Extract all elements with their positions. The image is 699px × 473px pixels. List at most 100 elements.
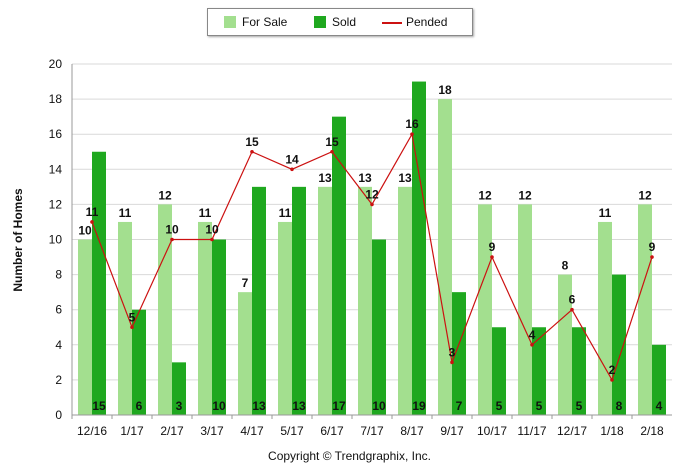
x-tick-label: 3/17 [200, 424, 224, 438]
bar-for-sale [118, 221, 132, 415]
bar-sold [332, 116, 346, 416]
bar-sold [572, 327, 586, 415]
y-tick-label: 18 [49, 92, 63, 106]
data-label-pended: 3 [449, 345, 456, 359]
data-label-for-sale: 12 [638, 188, 652, 202]
x-tick-label: 2/17 [160, 424, 184, 438]
bar-for-sale [558, 274, 572, 415]
x-tick-label: 8/17 [400, 424, 424, 438]
y-tick-label: 8 [55, 268, 62, 282]
legend-swatch-for-sale [224, 16, 236, 28]
data-label-for-sale: 13 [318, 171, 332, 185]
data-label-for-sale: 12 [158, 188, 172, 202]
data-label-pended: 4 [529, 328, 536, 342]
data-label-pended: 12 [365, 187, 379, 201]
data-label-for-sale: 12 [518, 188, 532, 202]
pended-series [90, 132, 654, 382]
legend-swatch-pended [382, 22, 402, 24]
data-label-for-sale: 13 [358, 171, 372, 185]
x-tick-label: 6/17 [320, 424, 344, 438]
data-label-for-sale: 10 [78, 224, 92, 238]
bar-sold [492, 327, 506, 415]
x-tick-label: 2/18 [640, 424, 664, 438]
data-label-pended: 10 [205, 223, 219, 237]
y-tick-label: 4 [55, 338, 62, 352]
bar-sold [652, 344, 666, 415]
bar-sold [172, 362, 186, 415]
pended-point [450, 360, 454, 365]
bar-sold [412, 81, 426, 416]
bar-for-sale [638, 204, 652, 415]
data-label-pended: 5 [129, 310, 136, 324]
y-axis-title: Number of Homes [11, 188, 25, 292]
x-tick-label: 7/17 [360, 424, 384, 438]
pended-point [250, 149, 254, 154]
bar-sold [532, 327, 546, 415]
data-label-pended: 15 [245, 135, 259, 149]
data-label-pended: 9 [649, 240, 656, 254]
data-label-sold: 15 [92, 399, 106, 413]
data-labels: 10 15 11 6 12 3 11 10 7 13 11 13 13 17 13 10 13 19 18 7 12 5 1… [78, 83, 662, 413]
bar-for-sale [198, 221, 212, 415]
data-label-pended: 16 [405, 117, 419, 131]
bar-sold [452, 292, 466, 415]
pended-point [210, 237, 214, 242]
data-label-sold: 5 [576, 399, 583, 413]
pended-point [650, 255, 654, 259]
data-label-for-sale: 7 [242, 276, 249, 290]
legend: For Sale Sold Pended [207, 8, 473, 36]
bar-for-sale [278, 221, 292, 415]
y-tick-label: 16 [49, 127, 63, 141]
data-label-pended: 6 [569, 293, 576, 307]
data-label-pended: 15 [325, 135, 339, 149]
data-label-sold: 4 [656, 399, 663, 413]
pended-point [170, 237, 174, 242]
bar-sold [92, 151, 106, 415]
y-tick-label: 2 [55, 373, 62, 387]
pended-point [570, 307, 574, 312]
y-tick-label: 14 [49, 162, 63, 176]
y-tick-label: 0 [55, 408, 62, 422]
data-label-sold: 5 [536, 399, 543, 413]
pended-point [410, 132, 414, 136]
bar-for-sale [358, 186, 372, 415]
data-label-sold: 17 [332, 399, 346, 413]
data-label-pended: 9 [489, 240, 496, 254]
data-label-for-sale: 11 [119, 206, 132, 220]
data-label-for-sale: 8 [562, 259, 569, 273]
data-label-sold: 13 [252, 399, 266, 413]
y-tick-label: 12 [49, 197, 63, 211]
y-tick-label: 20 [49, 57, 63, 71]
data-label-sold: 10 [212, 399, 226, 413]
pended-point [90, 220, 94, 224]
data-label-sold: 13 [292, 399, 306, 413]
data-label-sold: 6 [136, 399, 143, 413]
x-tick-label: 12/16 [77, 424, 107, 438]
pended-point [130, 325, 134, 330]
bar-for-sale [478, 204, 492, 415]
pended-point [610, 378, 614, 382]
bar-for-sale [438, 99, 452, 415]
bar-for-sale [318, 186, 332, 415]
legend-swatch-sold [314, 16, 326, 28]
x-tick-label: 9/17 [440, 424, 464, 438]
data-label-sold: 7 [456, 399, 463, 413]
bar-sold [212, 239, 226, 415]
data-label-for-sale: 13 [398, 171, 412, 185]
bars [78, 81, 666, 416]
bar-sold [372, 239, 386, 415]
bar-for-sale [518, 204, 532, 415]
legend-label-pended: Pended [406, 15, 448, 29]
bar-for-sale [238, 292, 252, 415]
data-label-for-sale: 11 [279, 206, 292, 220]
x-tick-label: 1/18 [600, 424, 624, 438]
legend-label-sold: Sold [332, 15, 357, 29]
x-tick-label: 4/17 [240, 424, 264, 438]
axes: 0 2 4 6 8 10 12 14 16 18 20 12/16 1/17 2/17 3/17 4/17 5/… [49, 57, 672, 438]
x-tick-label: 1/17 [120, 424, 144, 438]
data-label-sold: 10 [372, 399, 386, 413]
bar-for-sale [398, 186, 412, 415]
x-tick-label: 11/17 [517, 424, 546, 438]
legend-label-for-sale: For Sale [242, 15, 288, 29]
